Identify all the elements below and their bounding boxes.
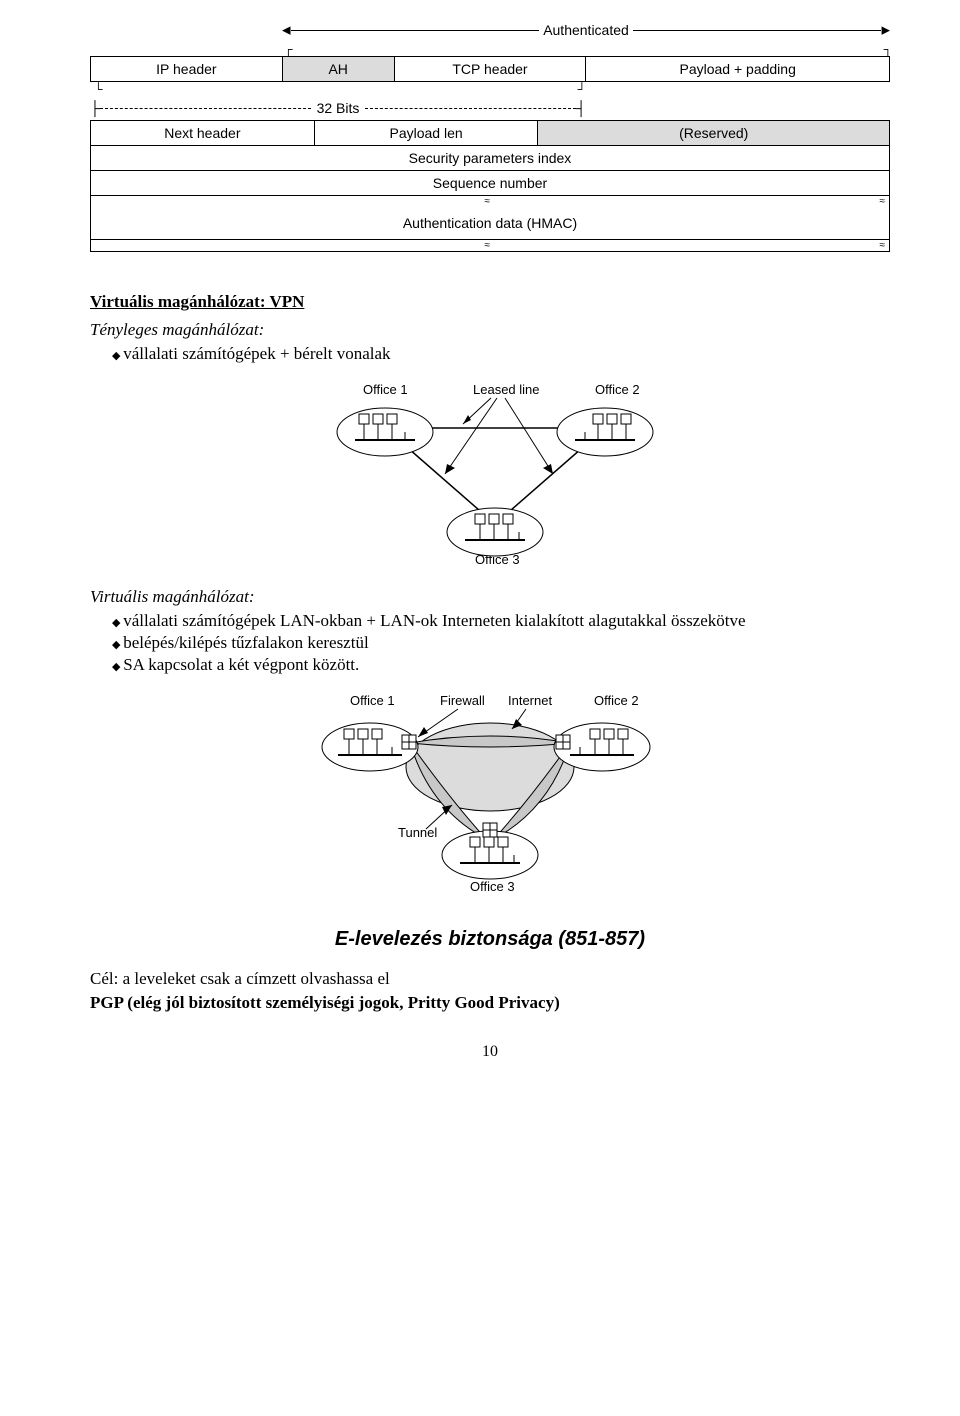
vpn-title: Virtuális magánhálózat: VPN [90, 292, 890, 312]
hmac-cell: Authentication data (HMAC) [91, 207, 890, 240]
svg-text:Firewall: Firewall [440, 693, 485, 708]
ah-cell: AH [282, 57, 394, 82]
email-heading: E-levelezés biztonsága (851-857) [90, 928, 890, 951]
svg-text:Leased line: Leased line [473, 382, 540, 397]
packet-diagram: ◂ Authenticated ▸ ┌┐ IP header AH TCP he… [90, 20, 890, 252]
svg-text:Internet: Internet [508, 693, 552, 708]
arrow-right-icon: ▸ [881, 20, 890, 40]
list-item: belépés/kilépés tűzfalakon keresztül [112, 633, 890, 653]
auth-arrow-row: ◂ Authenticated ▸ [282, 20, 890, 40]
svg-text:Office 3: Office 3 [470, 879, 515, 894]
packet-row1: IP header AH TCP header Payload + paddin… [90, 56, 890, 82]
iphdr-cell: IP header [91, 57, 283, 82]
vpn-sub1: Tényleges magánhálózat: [90, 320, 890, 340]
list-item: vállalati számítógépek LAN-okban + LAN-o… [112, 611, 890, 631]
svg-text:Office 2: Office 2 [594, 693, 639, 708]
list-item: SA kapcsolat a két végpont között. [112, 655, 890, 675]
next-hdr-cell: Next header [91, 121, 315, 146]
page-number: 10 [90, 1043, 890, 1061]
arrow-left-icon: ◂ [282, 20, 291, 40]
email-line1: Cél: a leveleket csak a címzett olvashas… [90, 969, 890, 989]
list-item: vállalati számítógépek + bérelt vonalak [112, 344, 890, 364]
bits-row: ├ 32 Bits ┤ [90, 100, 586, 116]
tick-left-icon: ├ [90, 100, 100, 116]
firewall-diagram: Office 1 Firewall Internet Office 2 Tunn… [90, 689, 890, 904]
seq-cell: Sequence number [91, 171, 890, 196]
vpn-sub2: Virtuális magánhálózat: [90, 587, 890, 607]
bits-label: 32 Bits [311, 100, 366, 116]
auth-label: Authenticated [539, 22, 633, 38]
spi-cell: Security parameters index [91, 146, 890, 171]
svg-text:Tunnel: Tunnel [398, 825, 437, 840]
leased-line-diagram: Office 1 Leased line Office 2 Office 3 [90, 378, 890, 573]
svg-text:Office 2: Office 2 [595, 382, 640, 397]
email-line2: PGP (elég jól biztosított személyiségi j… [90, 993, 890, 1013]
payload-cell: Payload + padding [586, 57, 890, 82]
svg-text:Office 1: Office 1 [350, 693, 395, 708]
vpn-bullets1: vállalati számítógépek + bérelt vonalak [90, 344, 890, 364]
reserved-cell: (Reserved) [538, 121, 890, 146]
ah-detail-table: Next header Payload len (Reserved) Secur… [90, 120, 890, 252]
payload-len-cell: Payload len [314, 121, 538, 146]
tcphdr-cell: TCP header [394, 57, 586, 82]
svg-text:Office 1: Office 1 [363, 382, 408, 397]
tick-right-icon: ┤ [576, 100, 586, 116]
vpn-bullets2: vállalati számítógépek LAN-okban + LAN-o… [90, 611, 890, 675]
